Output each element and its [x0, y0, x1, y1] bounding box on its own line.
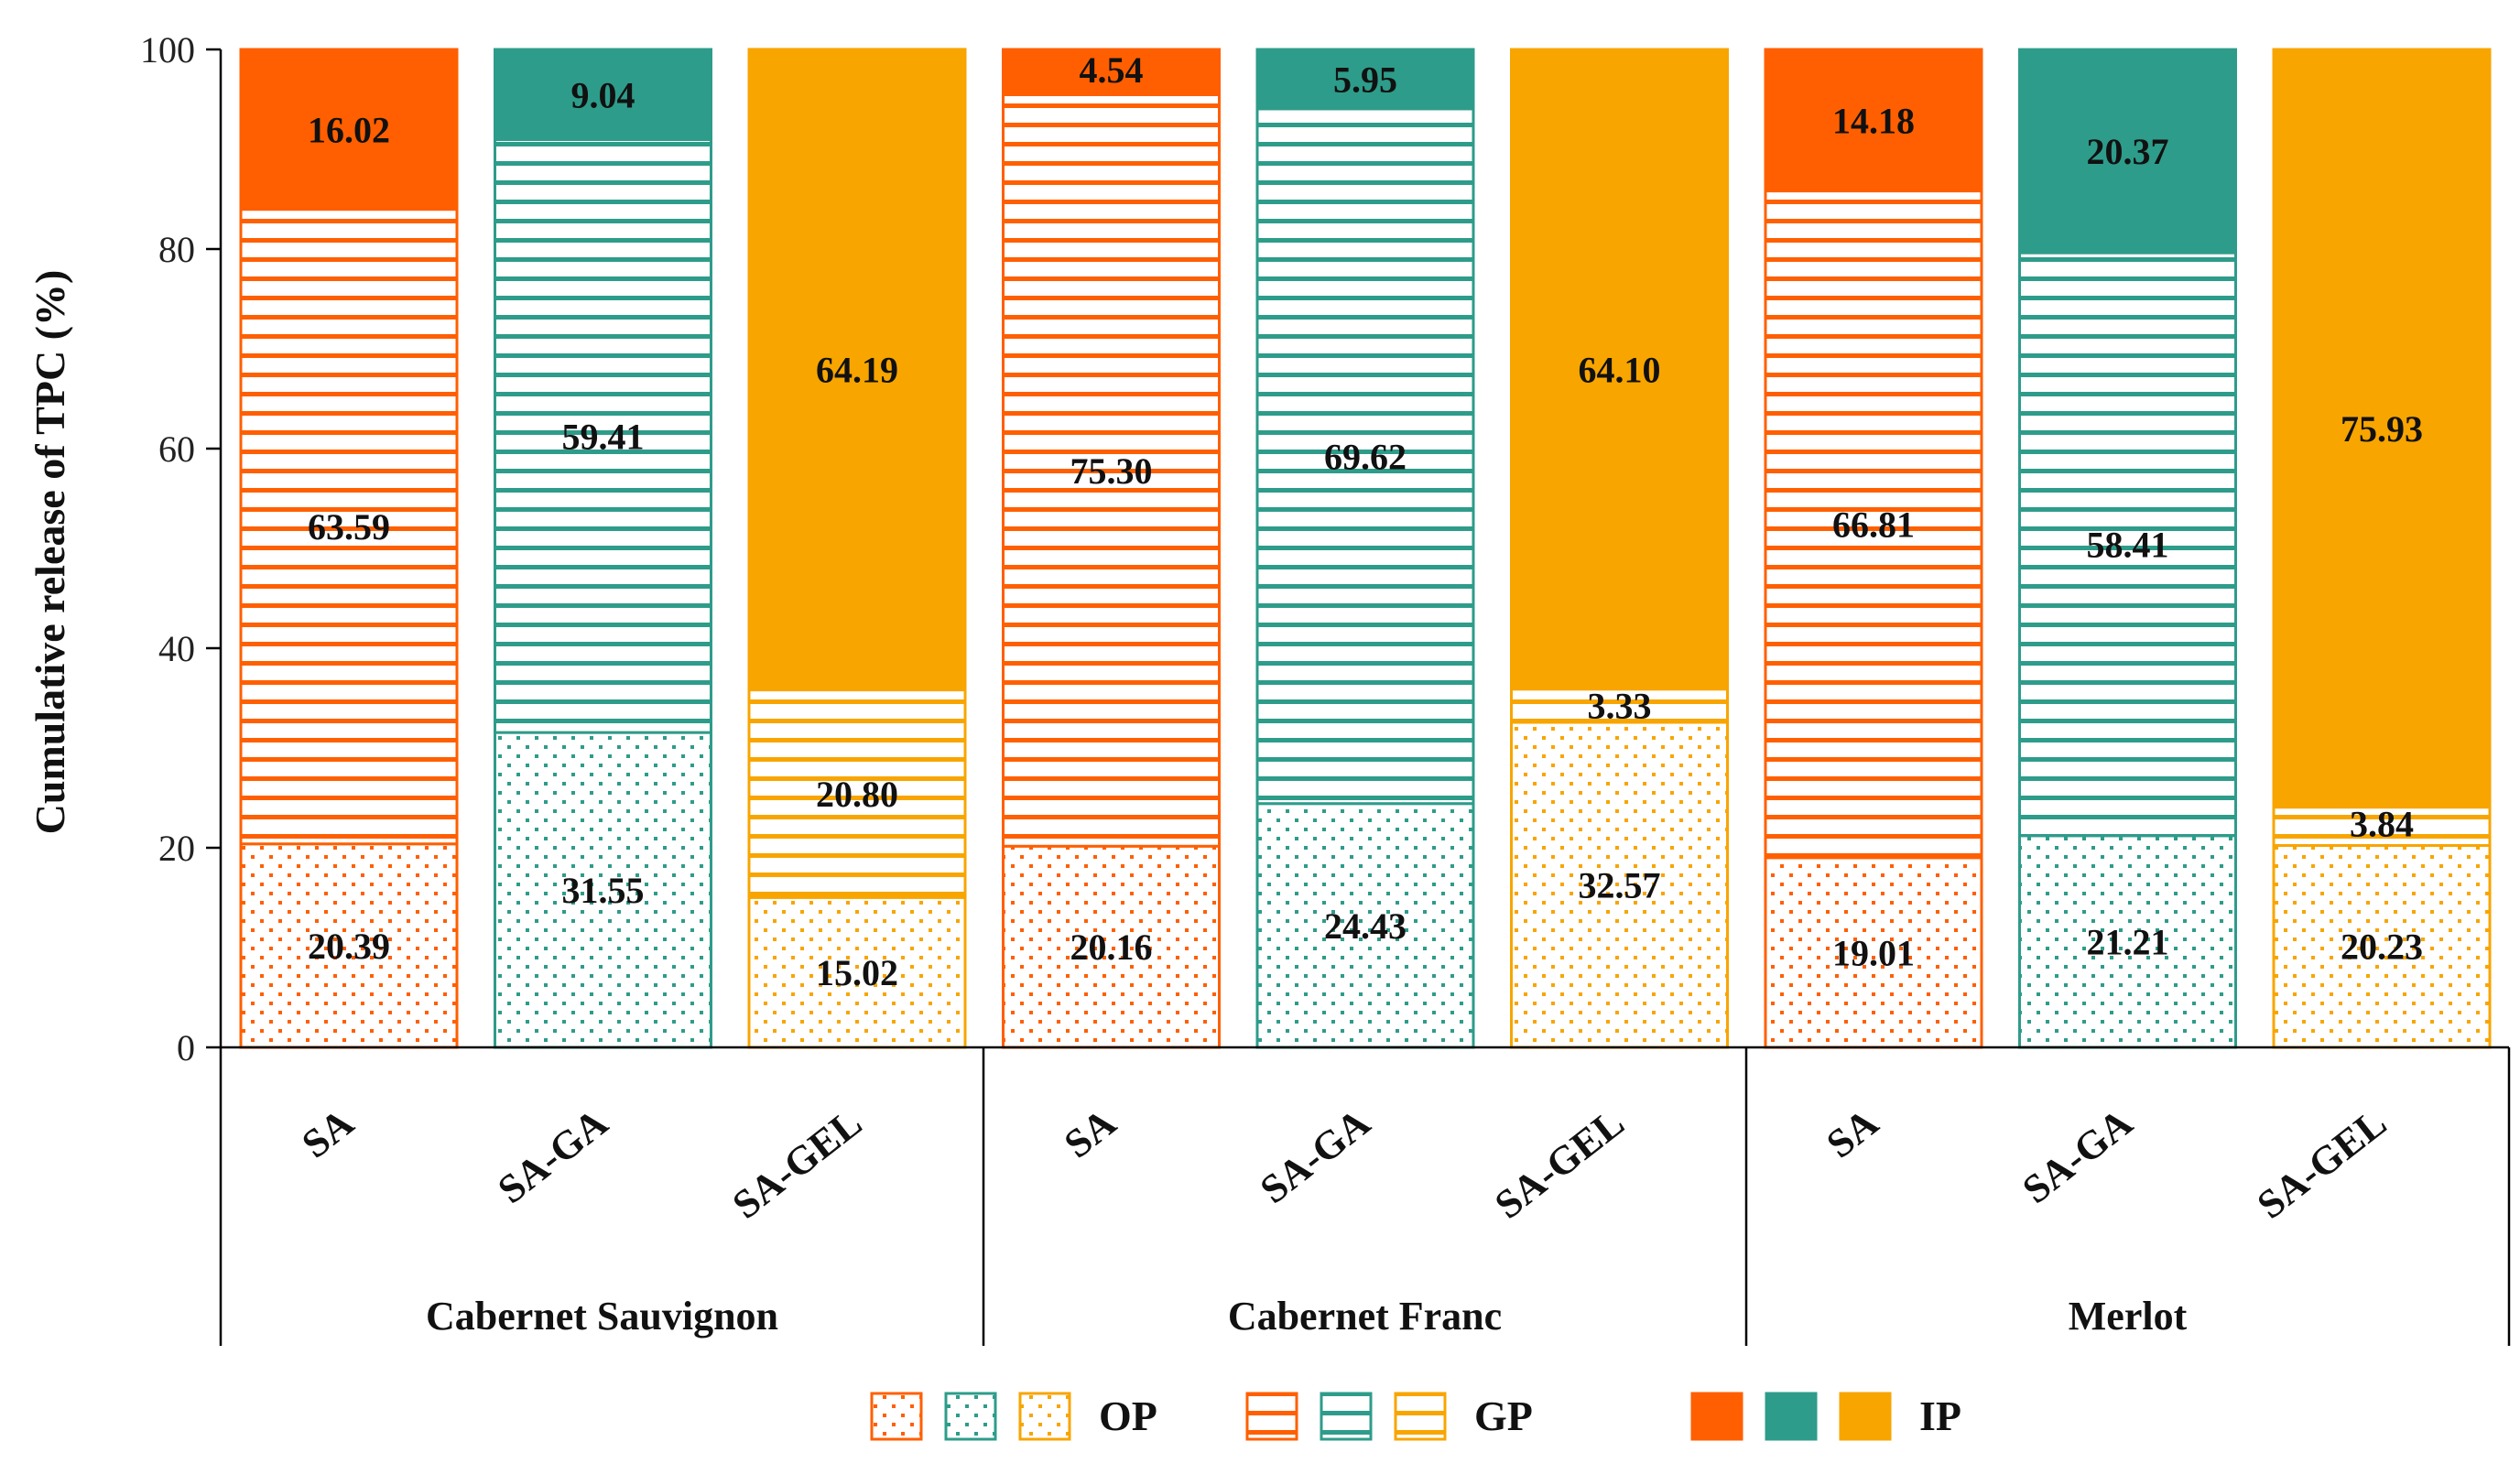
data-label-op: 24.43 — [1324, 905, 1407, 947]
x-tick-label: SA — [294, 1100, 363, 1166]
y-tick-label: 40 — [158, 628, 195, 669]
bar-8 — [2018, 48, 2237, 1049]
legend-swatch — [1018, 1392, 1071, 1441]
bar-segment-ip — [1764, 48, 1983, 193]
bar-5 — [1255, 48, 1475, 1049]
bar-segment-ip — [1255, 48, 1475, 111]
bar-segment-ip — [1510, 48, 1729, 691]
group-label: Merlot — [2069, 1294, 2188, 1339]
data-label-op: 20.23 — [2341, 927, 2423, 968]
data-label-gp: 3.33 — [1588, 686, 1652, 727]
bar-segment-gp — [1764, 190, 1983, 860]
bar-segment-op — [239, 842, 459, 1049]
bar-segment-ip — [239, 48, 459, 211]
data-label-op: 20.39 — [308, 926, 390, 967]
data-label-op: 31.55 — [562, 870, 645, 911]
legend: OP GP IP — [870, 1392, 1961, 1441]
x-tick-label: SA — [1056, 1100, 1124, 1166]
data-label-op: 32.57 — [1579, 864, 1661, 905]
data-label-ip: 16.02 — [308, 109, 390, 150]
y-tick-label: 100 — [140, 29, 195, 70]
bar-segment-op — [1510, 721, 1729, 1049]
data-label-gp: 69.62 — [1324, 436, 1407, 477]
data-label-ip: 20.37 — [2087, 131, 2169, 172]
bar-segment-op — [1002, 844, 1221, 1049]
legend-swatch — [944, 1392, 997, 1441]
y-tick-label: 0 — [177, 1027, 195, 1068]
bar-segment-ip — [747, 48, 967, 692]
bar-7 — [1764, 48, 1983, 1049]
legend-label-op: OP — [1099, 1393, 1157, 1439]
x-tick-label: SA-GEL — [724, 1100, 870, 1227]
data-label-ip: 5.95 — [1333, 59, 1397, 100]
data-label-ip: 14.18 — [1832, 100, 1915, 141]
data-label-ip: 75.93 — [2341, 408, 2423, 450]
legend-swatch — [1320, 1392, 1373, 1441]
bar-6 — [1510, 48, 1729, 1049]
bar-segment-gp — [1510, 688, 1729, 724]
bar-segment-gp — [747, 688, 967, 899]
y-tick-label: 20 — [158, 828, 195, 869]
data-label-op: 15.02 — [816, 952, 898, 993]
bar-segment-gp — [1002, 92, 1221, 848]
legend-swatch — [1690, 1392, 1743, 1441]
x-tick-label: SA-GA — [490, 1100, 616, 1212]
legend-swatch — [1839, 1392, 1892, 1441]
bar-segment-ip — [2272, 48, 2492, 809]
bar-2 — [494, 48, 712, 1049]
group-label: Cabernet Franc — [1228, 1294, 1502, 1339]
bar-segment-op — [494, 731, 712, 1049]
legend-swatch — [1765, 1392, 1818, 1441]
legend-swatch — [1245, 1392, 1298, 1441]
data-label-ip: 64.19 — [816, 350, 898, 391]
data-label-op: 19.01 — [1832, 932, 1915, 973]
bar-1 — [239, 48, 459, 1049]
bar-segment-op — [1764, 856, 1983, 1049]
x-tick-label: SA-GEL — [2249, 1100, 2395, 1227]
bar-4 — [1002, 48, 1221, 1049]
legend-label-gp: GP — [1474, 1393, 1533, 1439]
x-tick-label: SA-GA — [1252, 1100, 1378, 1212]
bar-segment-ip — [494, 48, 712, 142]
data-label-ip: 4.54 — [1080, 49, 1144, 91]
bar-3 — [747, 48, 967, 1049]
data-label-ip: 9.04 — [571, 74, 635, 115]
bar-segment-gp — [239, 208, 459, 846]
bar-segment-gp — [494, 138, 712, 734]
data-label-gp: 20.80 — [816, 774, 898, 815]
x-tick-label: SA — [1819, 1100, 1887, 1166]
y-tick-label: 80 — [158, 229, 195, 270]
data-label-gp: 58.41 — [2087, 524, 2169, 565]
bar-segment-gp — [2018, 251, 2237, 838]
data-label-gp: 66.81 — [1832, 504, 1915, 546]
bar-segment-op — [2272, 843, 2492, 1049]
legend-swatch — [870, 1392, 923, 1441]
data-label-ip: 64.10 — [1579, 349, 1661, 390]
y-axis-title: Cumulative release of TPC (%) — [27, 270, 73, 835]
bar-segment-op — [1255, 802, 1475, 1049]
bar-segment-ip — [1002, 48, 1221, 96]
bar-segment-ip — [2018, 48, 2237, 255]
x-tick-label: SA-GA — [2015, 1100, 2141, 1212]
legend-label-ip: IP — [1919, 1393, 1961, 1439]
x-tick-label: SA-GEL — [1486, 1100, 1632, 1227]
data-label-gp: 75.30 — [1070, 450, 1153, 492]
bar-9 — [2272, 48, 2492, 1049]
legend-swatch — [1394, 1392, 1447, 1441]
data-label-gp: 63.59 — [308, 506, 390, 547]
data-label-op: 21.21 — [2087, 921, 2169, 962]
group-label: Cabernet Sauvignon — [426, 1294, 778, 1339]
data-label-op: 20.16 — [1070, 927, 1153, 968]
y-tick-label: 60 — [158, 428, 195, 470]
data-label-gp: 3.84 — [2350, 804, 2414, 845]
data-label-gp: 59.41 — [562, 416, 645, 457]
